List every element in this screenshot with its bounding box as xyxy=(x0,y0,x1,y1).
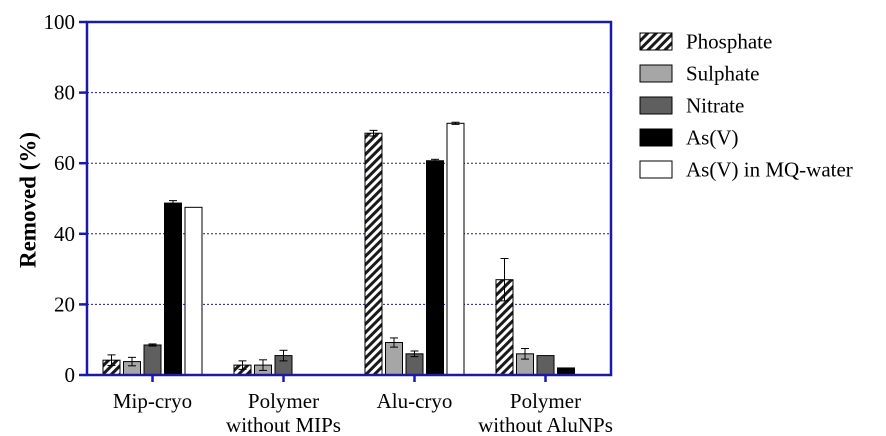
y-tick-label: 80 xyxy=(54,81,75,105)
legend-label: Sulphate xyxy=(686,62,760,86)
x-category-label: Polymer without AluNPs xyxy=(478,389,613,436)
legend-swatch xyxy=(639,160,673,179)
tick-labels: 0 20 40 60 80 100 xyxy=(44,10,76,387)
axes xyxy=(79,20,613,382)
legend-label: As(V) xyxy=(686,126,739,150)
legend-swatch xyxy=(639,32,673,51)
bar-as-v xyxy=(164,202,182,376)
bars xyxy=(102,121,575,376)
legend-label: Phosphate xyxy=(686,30,772,54)
y-tick-label: 40 xyxy=(54,222,75,246)
bar-as-v-in-mq-water xyxy=(184,206,203,376)
bar-as-v-in-mq-water xyxy=(446,122,465,376)
legend-label: Nitrate xyxy=(686,94,744,118)
plot-frame xyxy=(85,20,613,377)
legend-swatch xyxy=(639,96,673,115)
x-category-label: Alu-cryo xyxy=(377,389,453,413)
y-tick-label: 60 xyxy=(54,151,75,175)
x-category-label: Mip-cryo xyxy=(113,389,192,413)
legend-swatch xyxy=(639,64,673,83)
bar-nitrate xyxy=(536,355,555,376)
legend-swatch xyxy=(639,128,673,147)
legend-label: As(V) in MQ-water xyxy=(686,158,853,182)
y-tick-label: 20 xyxy=(54,292,75,316)
category-labels: Mip-cryo Polymer without MIPs Alu-cryo Polym… xyxy=(113,389,613,436)
y-tick-label: 100 xyxy=(44,10,76,34)
bar-phosphate xyxy=(364,132,383,376)
bar-as-v xyxy=(426,160,444,376)
bar-nitrate xyxy=(143,344,162,376)
grid-lines xyxy=(87,92,611,305)
y-axis-title: Removed (%) xyxy=(15,132,40,268)
y-tick-label: 0 xyxy=(65,363,76,387)
legend: Phosphate Sulphate Nitrate As(V) As(V) in MQ… xyxy=(639,30,853,182)
x-category-label: Polymer without MIPs xyxy=(226,389,341,436)
